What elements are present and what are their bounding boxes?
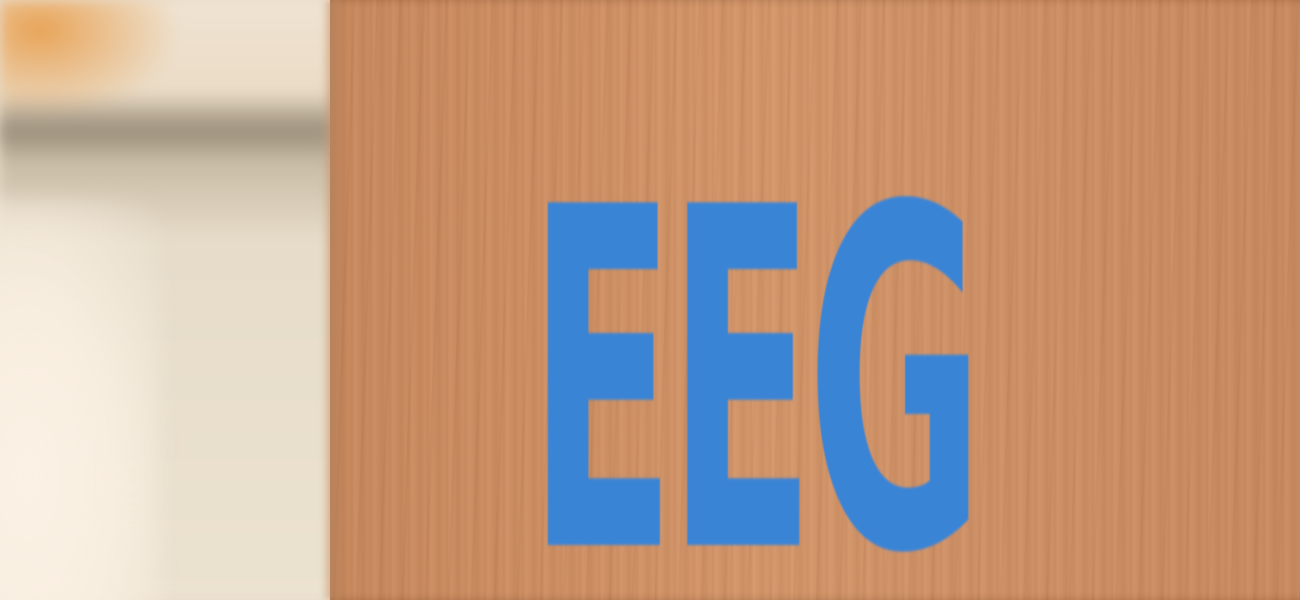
eeg-logo-text: EEG <box>528 109 984 600</box>
wooden-panel-edge <box>322 0 338 600</box>
blurred-shelf <box>0 105 330 155</box>
wood-grain-texture <box>330 0 1300 600</box>
blurred-light-object <box>0 200 160 600</box>
wooden-panel <box>330 0 1300 600</box>
